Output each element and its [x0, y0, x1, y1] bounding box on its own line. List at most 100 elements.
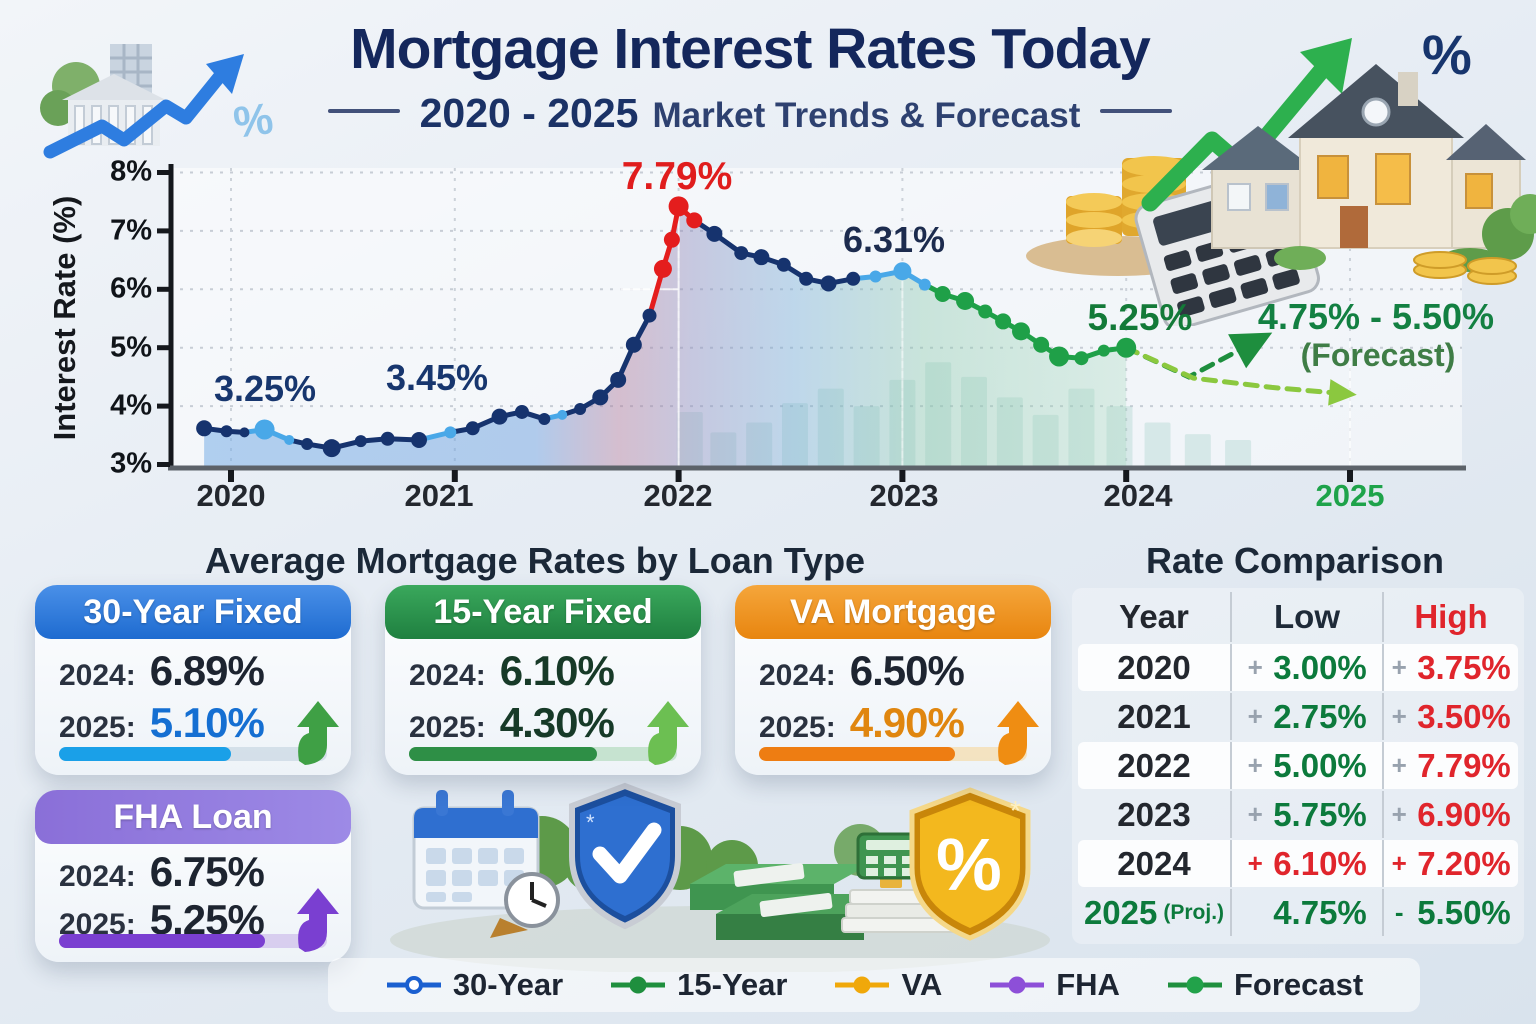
legend-marker-15-year-icon [611, 976, 666, 994]
y-tick-label: 4% [110, 389, 152, 422]
year-label: 2024: [759, 659, 836, 692]
loan-card-fha-loan: FHA Loan 2024: 6.75% 2025: 5.25% [35, 790, 351, 962]
high-cell: 6.90% [1417, 795, 1511, 833]
table-row-2022: 2022 +5.00% +7.79% [1078, 742, 1518, 789]
low-cell: 5.00% [1273, 746, 1367, 784]
legend-label: FHA [1056, 967, 1120, 1002]
up-arrow-icon [647, 701, 689, 765]
arrowhead-icon [206, 54, 244, 94]
year-label: 2024: [59, 860, 136, 893]
year-cell: 2024 [1117, 844, 1191, 882]
progress-bar [59, 747, 231, 761]
progress-bar [409, 747, 597, 761]
svg-text:%: % [936, 823, 1002, 906]
separator: - [1394, 897, 1404, 927]
separator: + [1247, 848, 1263, 878]
x-tick-label-2024: 2024 [1103, 478, 1173, 513]
card-title: VA Mortgage [735, 585, 1051, 639]
legend-label: 15-Year [677, 967, 788, 1002]
y-tick-label: 5% [110, 331, 152, 364]
table-row-2024: 2024 +6.10% +7.20% [1078, 840, 1518, 887]
y-tick-label: 8% [110, 155, 152, 188]
green-arrowhead-icon [1300, 38, 1352, 94]
separator: + [1391, 652, 1407, 682]
legend-item-30-year: 30-Year [385, 967, 563, 1003]
card-title: 15-Year Fixed [385, 585, 701, 639]
gold-percent-shield-icon: % * [909, 787, 1031, 941]
y-tick-label: 6% [110, 272, 152, 305]
subtitle-dash [327, 109, 400, 113]
subtitle-text: Market Trends & Forecast [652, 96, 1081, 135]
table-header-row: Year Low High [1078, 592, 1518, 642]
house-icon [1202, 64, 1536, 285]
year-label: 2024: [409, 659, 486, 692]
progress-bar [59, 934, 265, 948]
low-cell: 3.00% [1273, 648, 1367, 686]
annotation-2021-rate: 3.45% [385, 357, 489, 398]
card-title: FHA Loan [35, 790, 351, 844]
clock-icon [490, 872, 560, 938]
separator: + [1247, 750, 1263, 780]
annotation-forecast-range: 4.75% - 5.50% [1257, 296, 1495, 337]
section-title-rate-comparison: Rate Comparison [1145, 540, 1445, 581]
rate-value: 6.50% [849, 647, 965, 694]
legend-marker-30-year-icon [386, 976, 441, 994]
subtitle-years: 2020 - 2025 [419, 90, 639, 136]
subtitle-dash [1100, 109, 1173, 113]
loan-documents-illustration: * OO % * [390, 782, 1050, 972]
x-tick-label-2023: 2023 [869, 478, 939, 513]
rate-comparison-table: Year Low High 2020 +3.00% +3.75% 2021 +2… [1072, 588, 1524, 944]
sparkle: * [1010, 795, 1021, 826]
year-cell: 2021 [1117, 697, 1191, 735]
y-axis-title: Interest Rate (%) [47, 195, 82, 441]
rate-value: 6.75% [149, 848, 265, 895]
x-tick-label-2022: 2022 [643, 478, 713, 513]
low-cell: 5.75% [1273, 795, 1367, 833]
table-row-2025: 2025 (Proj.) 4.75% -5.50% [1078, 889, 1518, 936]
annotation-2023-rate: 6.31% [842, 219, 946, 260]
legend-item-forecast: Forecast [1166, 967, 1363, 1003]
high-cell: 5.50% [1417, 893, 1511, 931]
x-tick-label-2025: 2025 [1315, 478, 1385, 513]
card-title: 30-Year Fixed [35, 585, 351, 639]
house-calculator-illustration [1026, 38, 1536, 326]
year-cell: 2022 [1117, 746, 1191, 784]
legend-label: Forecast [1233, 967, 1364, 1002]
y-tick-label: 7% [110, 214, 152, 247]
year-label: 2025: [59, 711, 136, 744]
col-header-year: Year [1119, 598, 1189, 635]
year-label: 2025: [409, 711, 486, 744]
separator: + [1391, 750, 1407, 780]
loan-card-15-year-fixed: 15-Year Fixed 2024: 6.10% 2025: 4.30% [385, 585, 701, 775]
high-cell: 7.20% [1417, 844, 1511, 882]
rate-value: 5.10% [149, 699, 265, 746]
separator: + [1391, 701, 1407, 731]
legend-item-va: VA [833, 967, 942, 1003]
annotation-forecast-label: (Forecast) [1300, 337, 1456, 373]
table-row-2023: 2023 +5.75% +6.90% [1078, 791, 1518, 838]
col-header-low: Low [1230, 592, 1382, 642]
rate-value: 6.89% [149, 647, 265, 694]
high-cell: 3.75% [1417, 648, 1511, 686]
loan-card-30-year-fixed: 30-Year Fixed 2024: 6.89% 2025: 5.10% [35, 585, 351, 775]
low-cell: 4.75% [1273, 893, 1367, 931]
up-arrow-icon [997, 701, 1039, 765]
shield-check-icon: * [569, 782, 681, 930]
annotation-2020-rate: 3.25% [213, 368, 317, 409]
x-tick-label-2021: 2021 [404, 478, 474, 513]
loan-card-va-mortgage: VA Mortgage 2024: 6.50% 2025: 4.90% [735, 585, 1051, 775]
separator: + [1391, 848, 1407, 878]
rate-value: 4.30% [499, 699, 615, 746]
high-cell: 3.50% [1417, 697, 1511, 735]
rising-arrow-icon [43, 69, 227, 159]
legend-item-15-year: 15-Year [609, 967, 787, 1003]
calendar-icon [412, 790, 540, 910]
separator: + [1247, 701, 1263, 731]
rate-value: 4.90% [849, 699, 965, 746]
year-label: 2025: [759, 711, 836, 744]
annotation-2024-rate: 5.25% [1087, 297, 1193, 338]
annotation-peak-rate: 7.79% [621, 155, 733, 198]
percent-icon: % [1422, 23, 1472, 86]
separator: + [1391, 799, 1407, 829]
year-cell: 2023 [1117, 795, 1191, 833]
